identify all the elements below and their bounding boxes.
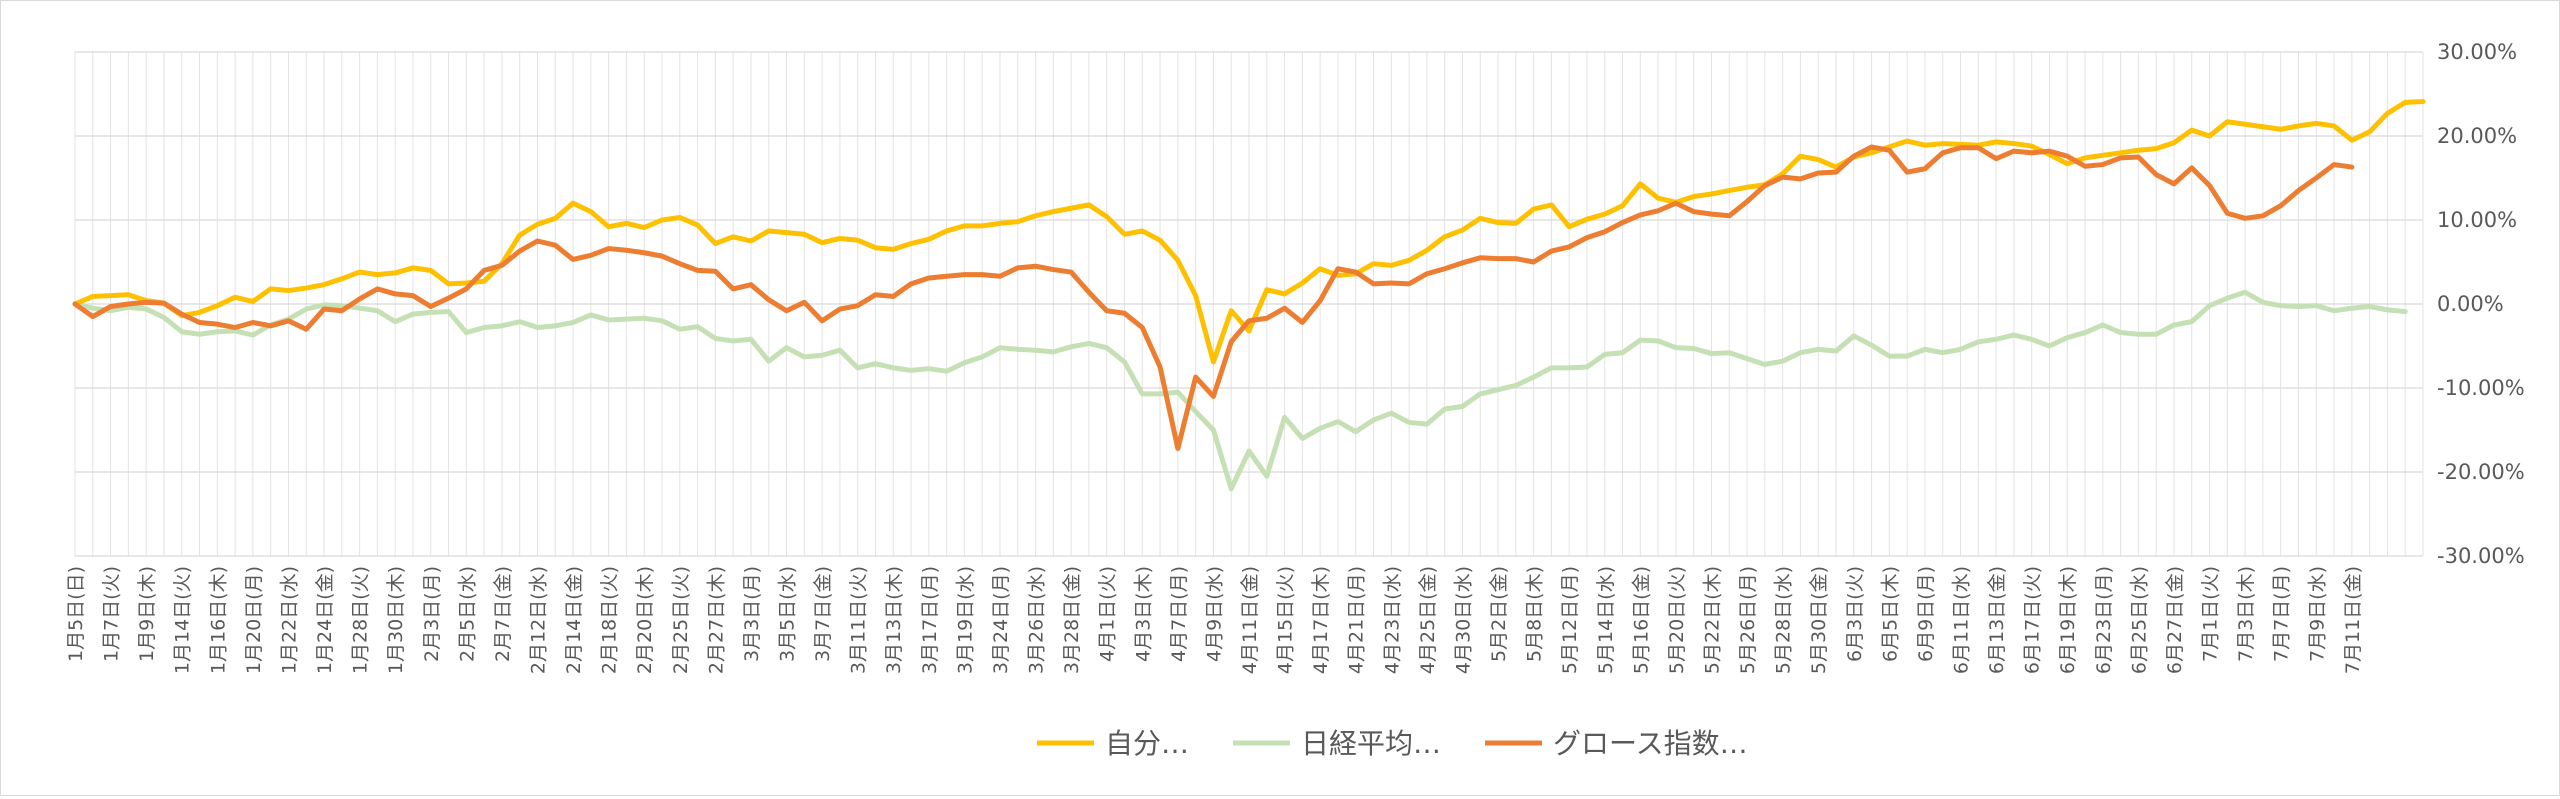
x-tick-label: 3月24日(月) (990, 566, 1012, 674)
x-tick-label: 1月30日(木) (385, 566, 407, 674)
x-tick-label: 4月17日(木) (1310, 566, 1332, 674)
x-tick-label: 4月7日(月) (1168, 566, 1190, 662)
x-tick-label: 1月28日(火) (350, 566, 372, 674)
legend-label: グロース指数… (1553, 727, 1748, 760)
x-axis-tick-labels: 1月5日(日) 1月7日(火) 1月9日(木) 1月14日(火) 1月16日(木) 1月2… (65, 566, 2364, 674)
x-tick-label: 7月3日(木) (2235, 566, 2257, 662)
x-tick-label: 3月13日(木) (883, 566, 905, 674)
x-tick-label: 3月5日(水) (777, 566, 799, 662)
x-tick-label: 5月28日(水) (1773, 566, 1795, 674)
series-line (72, 289, 2408, 492)
x-tick-label: 6月17日(火) (2022, 566, 2044, 674)
x-tick-label: 3月11日(火) (848, 566, 870, 674)
x-tick-label: 7月7日(月) (2271, 566, 2293, 662)
x-tick-label: 3月7日(金) (812, 566, 834, 662)
x-tick-label: 1月20日(月) (243, 566, 265, 674)
legend: 自分… 日経平均… グロース指数… (1037, 727, 1748, 760)
x-tick-label: 2月25日(火) (670, 566, 692, 674)
x-tick-label: 1月14日(火) (172, 566, 194, 674)
x-tick-label: 6月13日(金) (1986, 566, 2008, 674)
x-tick-label: 3月26日(水) (1026, 566, 1048, 674)
y-tick-label: 10.00% (2437, 208, 2517, 232)
x-tick-label: 1月24日(金) (314, 566, 336, 674)
x-tick-label: 4月21日(月) (1346, 566, 1368, 674)
x-tick-label: 4月9日(水) (1203, 566, 1225, 662)
series-lines (72, 99, 2426, 492)
x-tick-label: 3月3日(月) (741, 566, 763, 662)
x-tick-label: 4月23日(水) (1381, 566, 1403, 674)
x-tick-label: 4月25日(金) (1417, 566, 1439, 674)
x-tick-label: 2月27日(木) (705, 566, 727, 674)
x-tick-label: 4月11日(金) (1239, 566, 1261, 674)
x-tick-label: 6月23日(月) (2093, 566, 2115, 674)
x-tick-label: 5月2日(金) (1488, 566, 1510, 662)
x-tick-label: 1月16日(木) (207, 566, 229, 674)
x-tick-label: 6月11日(水) (1951, 566, 1973, 674)
y-tick-label: 20.00% (2437, 124, 2517, 148)
x-tick-label: 1月7日(火) (101, 566, 123, 662)
x-tick-label: 4月3日(木) (1132, 566, 1154, 662)
x-tick-label: 3月28日(金) (1061, 566, 1083, 674)
x-tick-label: 5月8日(木) (1524, 566, 1546, 662)
y-tick-label: -30.00% (2437, 544, 2525, 568)
series-line (72, 144, 2355, 451)
x-tick-label: 6月19日(木) (2057, 566, 2079, 674)
y-tick-label: 0.00% (2437, 292, 2504, 316)
x-tick-label: 5月20日(火) (1666, 566, 1688, 674)
x-tick-label: 5月14日(水) (1595, 566, 1617, 674)
x-tick-label: 7月11日(金) (2342, 566, 2364, 674)
x-tick-label: 4月15日(火) (1275, 566, 1297, 674)
x-tick-label: 7月9日(水) (2306, 566, 2328, 662)
x-tick-label: 2月3日(月) (421, 566, 443, 662)
x-tick-label: 2月5日(水) (456, 566, 478, 662)
x-tick-label: 5月22日(木) (1701, 566, 1723, 674)
series-line (72, 99, 2426, 365)
x-tick-label: 2月18日(火) (599, 566, 621, 674)
x-tick-label: 4月1日(火) (1097, 566, 1119, 662)
x-tick-label: 1月5日(日) (65, 566, 87, 662)
x-tick-label: 5月12日(月) (1559, 566, 1581, 674)
x-tick-label: 6月25日(水) (2128, 566, 2150, 674)
x-tick-label: 2月12日(水) (527, 566, 549, 674)
x-tick-label: 6月9日(月) (1915, 566, 1937, 662)
x-tick-label: 4月30日(水) (1452, 566, 1474, 674)
x-tick-label: 1月22日(水) (278, 566, 300, 674)
x-tick-label: 6月3日(火) (1844, 566, 1866, 662)
x-tick-label: 6月27日(金) (2164, 566, 2186, 674)
legend-label: 自分… (1105, 727, 1189, 760)
x-tick-label: 2月14日(金) (563, 566, 585, 674)
x-tick-label: 7月1日(火) (2200, 566, 2222, 662)
horizontal-gridlines (75, 51, 2423, 557)
x-tick-label: 5月16日(金) (1630, 566, 1652, 674)
x-tick-label: 3月19日(水) (954, 566, 976, 674)
x-tick-label: 5月30日(金) (1808, 566, 1830, 674)
x-tick-label: 6月5日(木) (1879, 566, 1901, 662)
y-tick-label: -20.00% (2437, 460, 2525, 484)
x-tick-label: 5月26日(月) (1737, 566, 1759, 674)
y-axis-tick-labels: -30.00% -20.00% -10.00% 0.00% 10.00% 20.00% 30… (2437, 40, 2525, 568)
y-tick-label: 30.00% (2437, 40, 2517, 64)
x-tick-label: 3月17日(月) (919, 566, 941, 674)
x-tick-label: 1月9日(木) (136, 566, 158, 662)
y-tick-label: -10.00% (2437, 376, 2525, 400)
x-tick-label: 2月20日(木) (634, 566, 656, 674)
legend-label: 日経平均… (1301, 727, 1441, 760)
x-tick-label: 2月7日(金) (492, 566, 514, 662)
